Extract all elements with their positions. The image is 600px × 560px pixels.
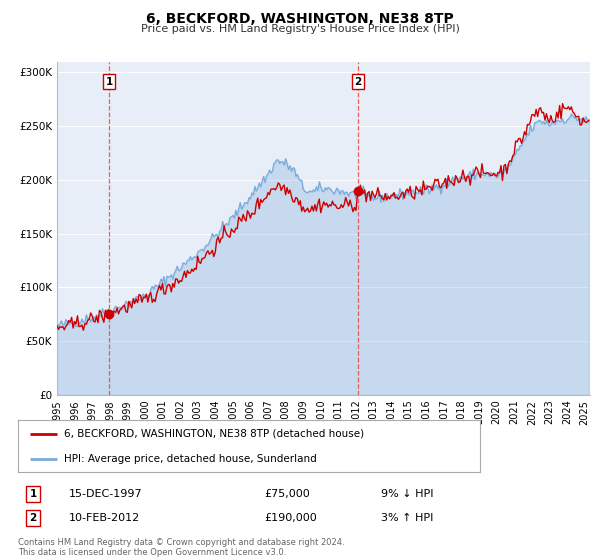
Text: 6, BECKFORD, WASHINGTON, NE38 8TP (detached house): 6, BECKFORD, WASHINGTON, NE38 8TP (detac… <box>64 429 364 439</box>
Text: 1: 1 <box>106 77 113 87</box>
Text: £190,000: £190,000 <box>264 513 317 523</box>
Text: HPI: Average price, detached house, Sunderland: HPI: Average price, detached house, Sund… <box>64 454 317 464</box>
Text: £75,000: £75,000 <box>264 489 310 499</box>
Text: 2: 2 <box>354 77 361 87</box>
Text: 15-DEC-1997: 15-DEC-1997 <box>69 489 143 499</box>
Text: 1: 1 <box>29 489 37 499</box>
Text: 6, BECKFORD, WASHINGTON, NE38 8TP: 6, BECKFORD, WASHINGTON, NE38 8TP <box>146 12 454 26</box>
Text: 3% ↑ HPI: 3% ↑ HPI <box>381 513 433 523</box>
Text: 10-FEB-2012: 10-FEB-2012 <box>69 513 140 523</box>
Text: 2: 2 <box>29 513 37 523</box>
Text: 9% ↓ HPI: 9% ↓ HPI <box>381 489 433 499</box>
Text: Contains HM Land Registry data © Crown copyright and database right 2024.
This d: Contains HM Land Registry data © Crown c… <box>18 538 344 557</box>
Text: Price paid vs. HM Land Registry's House Price Index (HPI): Price paid vs. HM Land Registry's House … <box>140 24 460 34</box>
